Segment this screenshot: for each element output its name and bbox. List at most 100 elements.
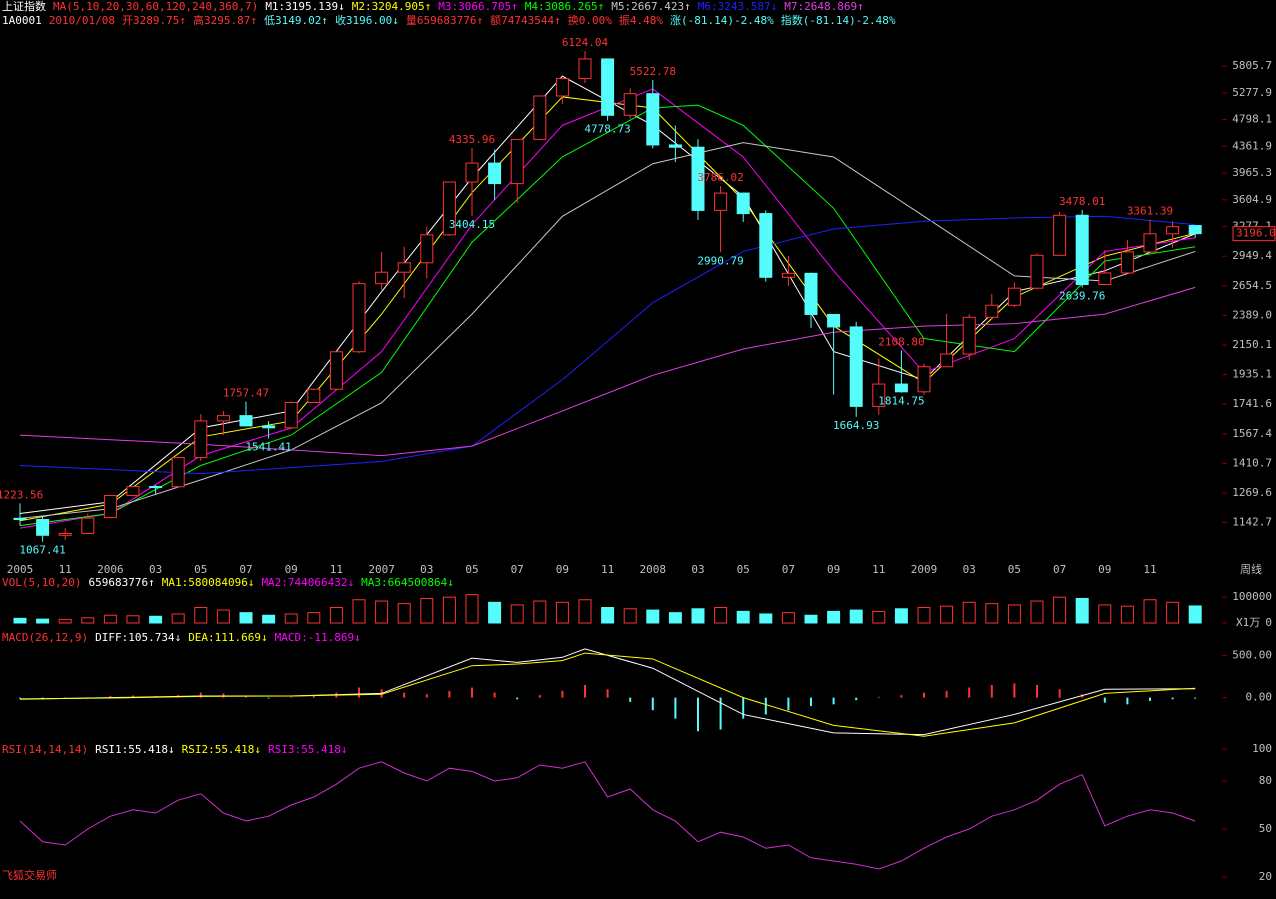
volume-bar [714, 607, 728, 624]
legend-text: 额74743544↑ [490, 14, 561, 27]
indicator-line [19, 215, 1196, 475]
volume-bar [375, 600, 389, 624]
x-tick-label: 2006 [97, 563, 124, 576]
macd-bar [629, 697, 632, 702]
y-tick-label: 1567.4 [1232, 427, 1272, 440]
volume-bar [623, 608, 637, 624]
candle-body [239, 415, 253, 427]
volume-bar [352, 599, 366, 624]
candle-body [827, 313, 841, 328]
volume-bar [397, 603, 411, 624]
volume-bar [126, 615, 140, 624]
candle-body [126, 486, 140, 497]
candle-body [284, 402, 298, 429]
volume-bar [940, 605, 954, 624]
macd-bar [968, 687, 971, 698]
volume-bar [307, 612, 321, 624]
candle-body [1166, 226, 1180, 235]
extreme-label: 3361.39 [1127, 204, 1173, 217]
macd-bar [312, 695, 315, 698]
y-tick-label: 80 [1259, 774, 1272, 787]
y-tick-label: 4361.9 [1232, 139, 1272, 152]
macd-bar [199, 692, 202, 698]
candle-body [781, 272, 795, 278]
x-tick-label: 07 [239, 563, 252, 576]
x-tick-label: 11 [1143, 563, 1156, 576]
x-tick-label: 09 [1098, 563, 1111, 576]
candle-body [804, 272, 818, 315]
macd-bar [448, 690, 451, 698]
volume-bar [329, 607, 343, 624]
macd-bar [245, 695, 247, 698]
x-tick-label: 05 [1008, 563, 1021, 576]
y-tick-label: 2389.0 [1232, 308, 1272, 321]
legend-text: 低3149.02↑ [264, 14, 328, 27]
x-tick-label: 07 [782, 563, 795, 576]
volume-bar [646, 609, 660, 624]
volume-bar [284, 613, 298, 624]
legend-text: MACD:-11.869↓ [275, 631, 361, 644]
legend-text: 量659683776↑ [406, 14, 483, 27]
extreme-label: 3786.02 [697, 171, 743, 184]
volume-bar [917, 607, 931, 624]
legend-text: MACD(26,12,9) [2, 631, 88, 644]
indicator-line [19, 104, 1196, 527]
legend-text: 振4.48% [619, 13, 663, 27]
indicator-line [19, 142, 1196, 519]
legend-text: M2:3204.905↑ [352, 0, 431, 13]
y-tick-label: 2949.4 [1232, 249, 1272, 262]
volume-bar [827, 610, 841, 624]
candle-body [1143, 233, 1157, 253]
candle-body [442, 181, 456, 236]
candle-body [329, 351, 343, 390]
x-tick-label: 05 [737, 563, 750, 576]
volume-bar [555, 601, 569, 624]
legend-text: 高3295.87↑ [193, 13, 257, 27]
candle-body [1098, 272, 1112, 285]
y-tick-label: 20 [1259, 870, 1272, 883]
indicator-line [19, 88, 1196, 529]
period-label: 周线 [1240, 562, 1262, 576]
candle-body [194, 420, 208, 459]
volume-bar [1188, 605, 1202, 624]
macd-bar [606, 689, 609, 698]
extreme-label: 1067.41 [19, 544, 65, 557]
macd-bar [516, 697, 519, 700]
volume-bar [58, 618, 72, 624]
candle-body [36, 519, 50, 536]
macd-bar [990, 685, 993, 698]
y-tick-label: 100 [1252, 742, 1272, 755]
macd-bar [945, 690, 948, 698]
legend-text: 2010/01/08 [49, 14, 115, 27]
volume-bar [578, 599, 592, 624]
macd-bar [19, 697, 21, 699]
x-tick-label: 2007 [368, 563, 395, 576]
legend-text: RSI2:55.418↓ [182, 743, 261, 756]
candle-body [872, 383, 886, 407]
candle-body [13, 517, 27, 521]
macd-bar [1103, 697, 1106, 703]
candle-body [307, 388, 321, 404]
extreme-label: 2108.80 [878, 335, 924, 348]
candle-body [623, 93, 637, 116]
legend-text: 指数(-81.14)-2.48% [781, 13, 896, 27]
legend-text: MA2:744066432↓ [261, 576, 354, 589]
candle-body [601, 58, 615, 116]
macd-bar [787, 697, 790, 711]
volume-bar [985, 603, 999, 624]
legend-text: RSI1:55.418↓ [95, 743, 174, 756]
candle-body [578, 58, 592, 80]
candle-body [917, 366, 931, 393]
candle-body [488, 162, 502, 185]
macd-bar [832, 697, 835, 705]
volume-bar [239, 612, 253, 624]
candle-body [81, 517, 95, 534]
legend-text: MA(5,10,20,30,60,120,240,360,7) [53, 0, 258, 13]
candle-body [171, 457, 185, 488]
macd-bar [1171, 697, 1174, 700]
x-tick-label: 2005 [7, 563, 34, 576]
extreme-label: 1757.47 [223, 387, 269, 400]
y-tick-label: 4798.1 [1232, 113, 1272, 126]
